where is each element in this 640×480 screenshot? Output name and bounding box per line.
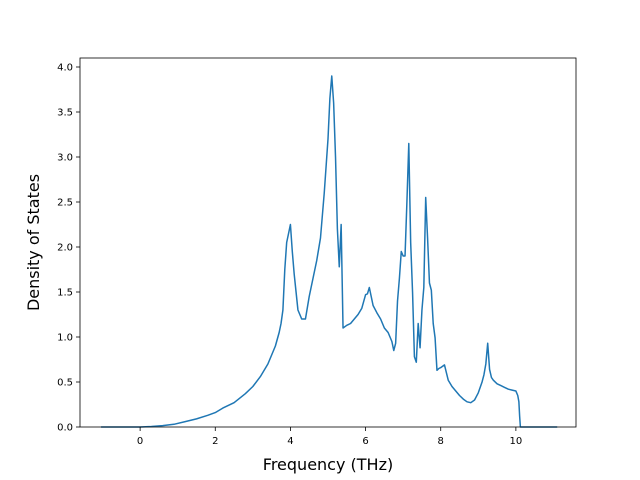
y-tick-label: 2.5 (57, 198, 73, 209)
axes-frame (79, 57, 577, 428)
y-axis-label: Density of States (24, 174, 43, 311)
x-tick-label: 8 (438, 436, 444, 447)
y-tick-label: 3.0 (57, 153, 73, 164)
x-axis-ticks: 0 2 4 6 8 10 (137, 427, 522, 447)
x-tick-label: 6 (362, 436, 368, 447)
plot-area (80, 58, 576, 427)
y-tick-label: 4.0 (57, 63, 73, 74)
y-tick-label: 3.5 (57, 108, 73, 119)
y-tick-label: 0.0 (57, 423, 73, 434)
y-tick-label: 0.5 (57, 378, 73, 389)
x-axis-label: Frequency (THz) (263, 455, 393, 474)
x-tick-label: 2 (212, 436, 218, 447)
x-tick-label: 0 (137, 436, 143, 447)
x-tick-label: 4 (287, 436, 293, 447)
y-tick-label: 2.0 (57, 243, 73, 254)
dos-series-line (101, 75, 558, 428)
y-tick-label: 1.5 (57, 288, 73, 299)
y-tick-label: 1.0 (57, 333, 73, 344)
x-tick-label: 10 (510, 436, 523, 447)
y-axis-ticks: 0.0 0.5 1.0 1.5 2.0 2.5 3.0 3.5 4.0 (57, 63, 80, 434)
